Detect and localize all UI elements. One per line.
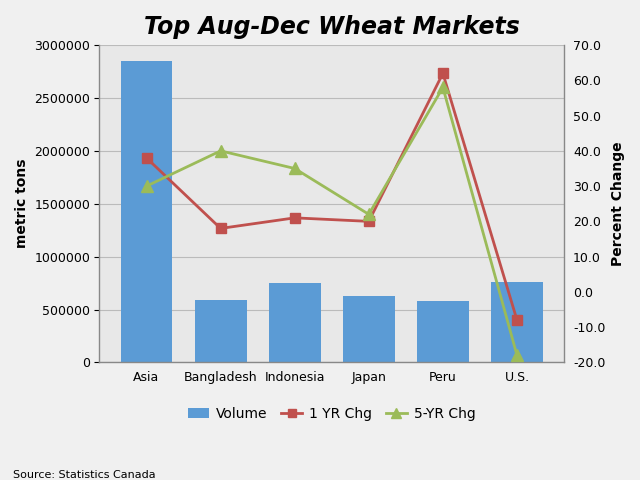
Bar <box>417 301 469 362</box>
Bar <box>195 300 246 362</box>
Legend: Volume, 1 YR Chg, 5-YR Chg: Volume, 1 YR Chg, 5-YR Chg <box>182 401 481 426</box>
Bar <box>269 283 321 362</box>
Bar <box>343 296 395 362</box>
Y-axis label: Percent Change: Percent Change <box>611 142 625 266</box>
Title: Top Aug-Dec Wheat Markets: Top Aug-Dec Wheat Markets <box>144 15 520 39</box>
Bar <box>491 282 543 362</box>
Bar <box>120 61 172 362</box>
Y-axis label: metric tons: metric tons <box>15 159 29 249</box>
Text: Source: Statistics Canada: Source: Statistics Canada <box>13 469 156 480</box>
